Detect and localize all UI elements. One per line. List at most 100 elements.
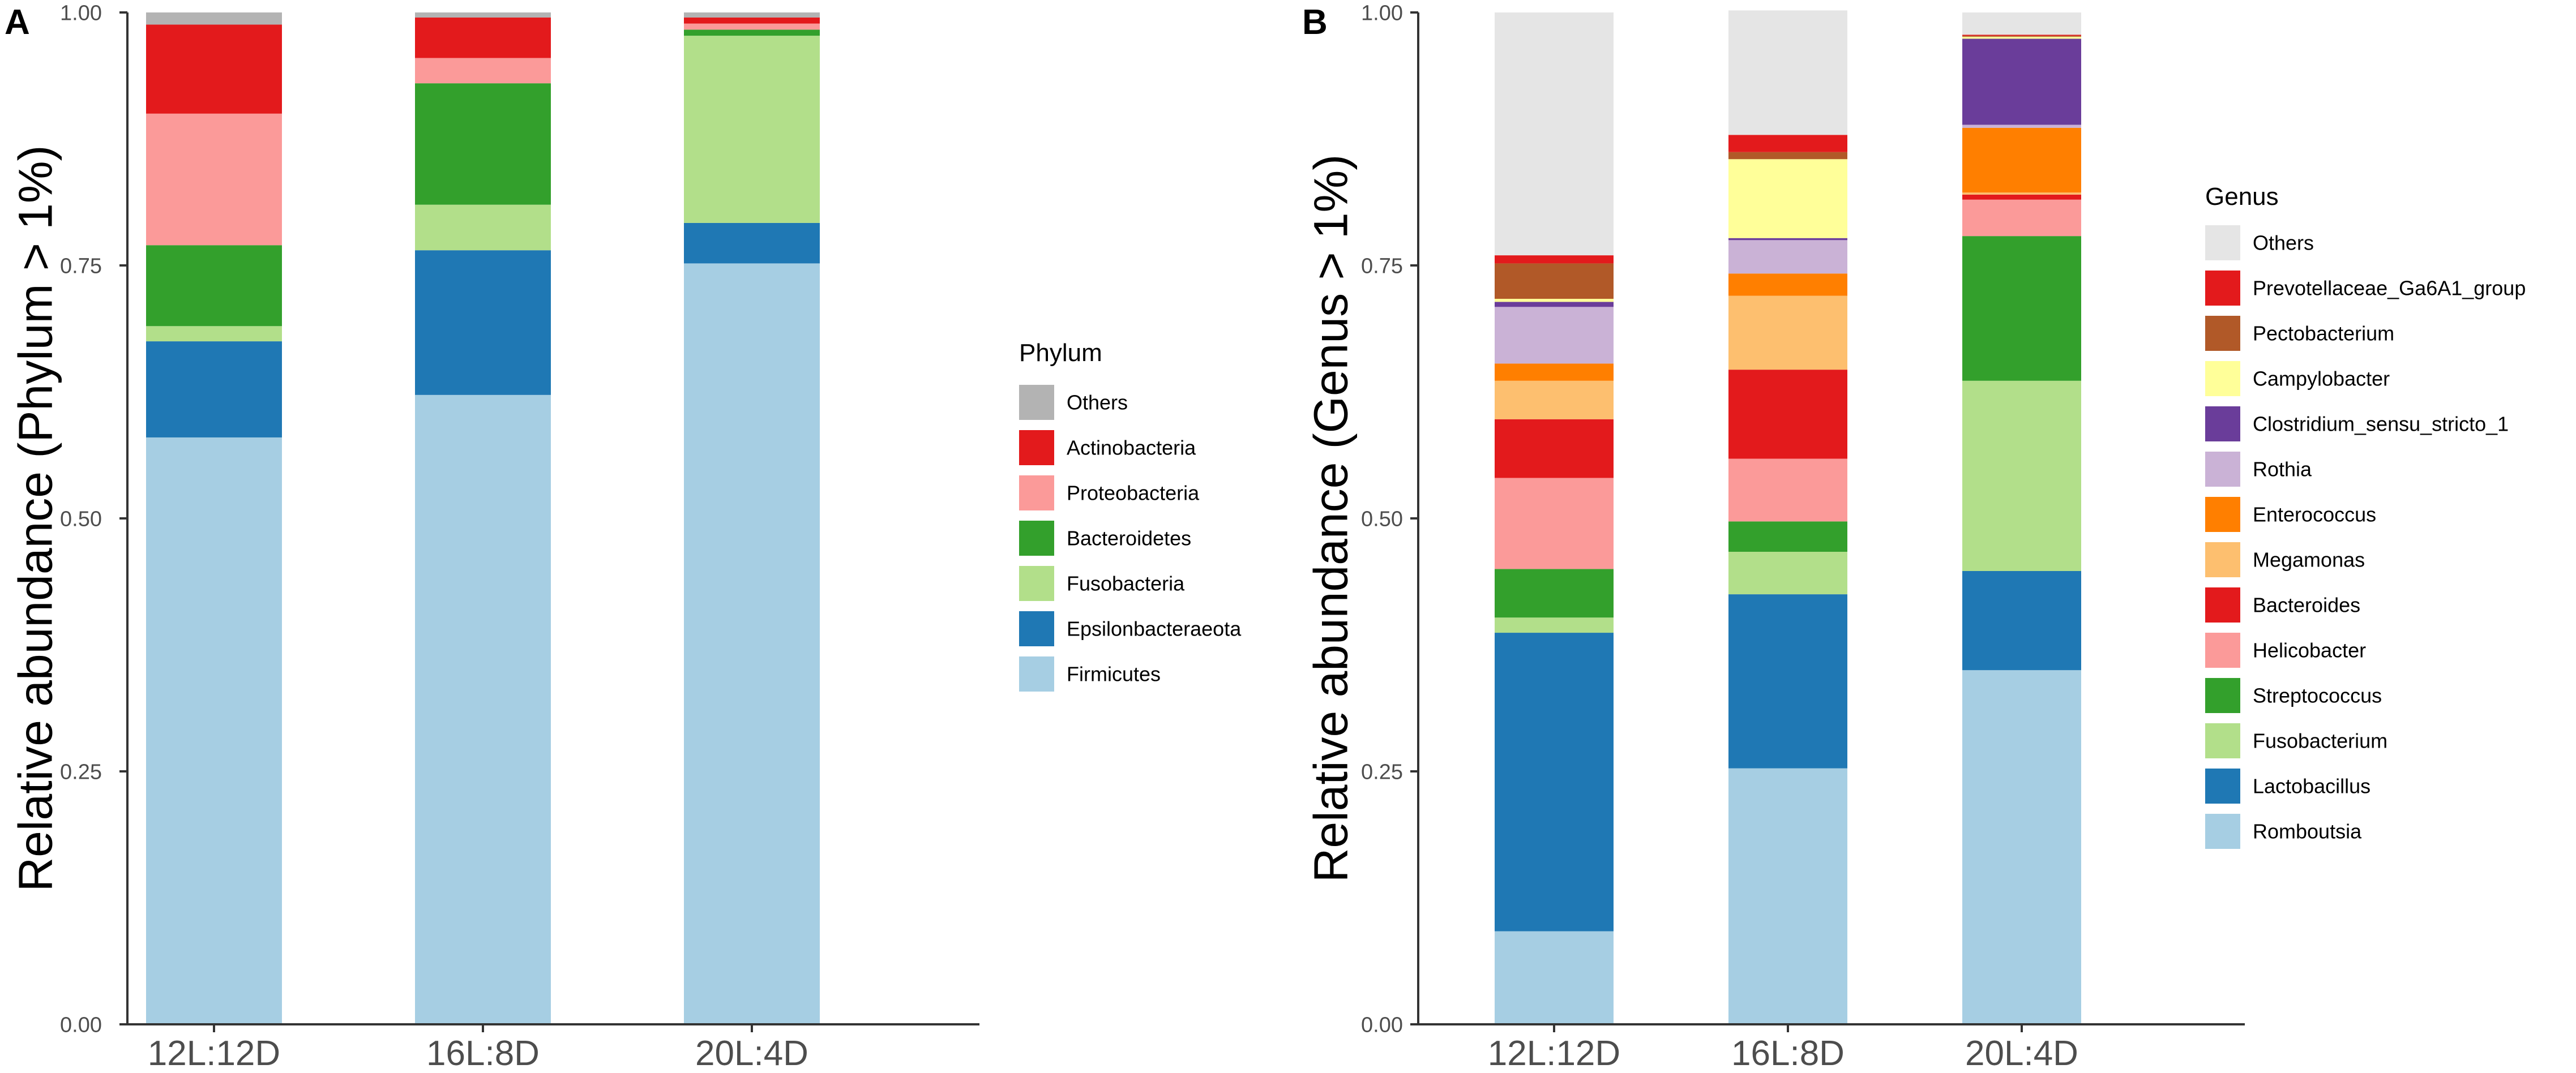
bar-segment-rothia [1728,240,1847,274]
legend-label: Enterococcus [2253,503,2376,526]
x-tick-label: 12L:12D [1488,1034,1620,1073]
bar-segment-bacteroidetes [415,83,551,205]
bar-segment-fusobacterium [1728,552,1847,595]
bar-segment-epsilonbacteraeota [146,341,282,437]
bar-segment-bacteroides [1728,370,1847,459]
legend-title: Phylum [1019,339,1102,367]
panel-a: A Relative abundance (Phylum > 1%) 0.00 0.2… [5,1,1242,1073]
legend-label: Prevotellaceae_Ga6A1_group [2253,277,2526,300]
legend-label: Bacteroidetes [1067,527,1191,550]
bar-segment-fusobacteria [684,36,820,223]
legend-swatch [1019,475,1054,510]
legend-swatch [2205,361,2240,396]
legend-swatch [1019,611,1054,646]
legend-label: Streptococcus [2253,684,2382,707]
bar-segment-clostridium-sensu-stricto-1 [1728,238,1847,241]
y-axis-title: Relative abundance (Phylum > 1%) [8,145,62,891]
legend-label: Rothia [2253,458,2312,481]
bar-segment-streptococcus [1728,521,1847,552]
bar-segment-prevotellaceae-ga6a1-group [1728,135,1847,152]
bar-segment-megamonas [1728,295,1847,370]
bar-segment-campylobacter [1495,299,1614,302]
bar-segment-clostridium-sensu-stricto-1 [1495,302,1614,307]
y-tick-label: 1.00 [1361,1,1403,25]
bar-segment-streptococcus [1495,569,1614,618]
bar-segment-lactobacillus [1728,594,1847,769]
legend-swatch [2205,814,2240,849]
panel-label: A [5,3,30,42]
legend-label: Campylobacter [2253,367,2390,390]
bar-segment-prevotellaceae-ga6a1-group [1495,255,1614,264]
legend-swatch [2205,769,2240,804]
bar-segment-bacteroidetes [146,245,282,327]
bar-segment-bacteroides [1495,419,1614,478]
bar-segment-others [1962,12,2081,35]
bar-segment-others [1495,12,1614,256]
bar-segment-pectobacterium [1962,36,2081,37]
bar-segment-fusobacteria [146,326,282,342]
legend-label: Fusobacteria [1067,572,1185,595]
bar-segment-firmicutes [146,437,282,1025]
bar-segment-bacteroidetes [684,29,820,36]
y-tick-label: 1.00 [60,1,102,25]
legend-label: Others [2253,231,2314,255]
legend-swatch [2205,587,2240,623]
legend-swatch [2205,225,2240,260]
legend-swatch [2205,633,2240,668]
x-tick-label: 16L:8D [1731,1034,1845,1073]
bar-segment-romboutsia [1728,768,1847,1024]
bar-segment-proteobacteria [415,58,551,84]
bar-segment-fusobacterium [1962,380,2081,571]
legend-label: Helicobacter [2253,639,2366,662]
bar-segment-proteobacteria [146,113,282,246]
bar-segment-romboutsia [1495,931,1614,1024]
legend-swatch [2205,497,2240,532]
legend-title: Genus [2205,183,2279,211]
bar-segment-actinobacteria [146,24,282,114]
legend-swatch [2205,678,2240,713]
y-tick-label: 0.00 [60,1013,102,1037]
y-tick-label: 0.50 [60,507,102,531]
y-tick-label: 0.00 [1361,1013,1403,1037]
legend-label: Lactobacillus [2253,775,2370,798]
legend-label: Epsilonbacteraeota [1067,617,1242,641]
y-tick-label: 0.25 [60,760,102,784]
bar-segment-rothia [1962,125,2081,128]
bar-segment-rothia [1495,307,1614,364]
y-tick-label: 0.25 [1361,760,1403,784]
bar-segment-enterococcus [1962,127,2081,193]
bar-segment-epsilonbacteraeota [684,222,820,264]
bar-segment-firmicutes [684,263,820,1024]
bar-segment-pectobacterium [1728,152,1847,160]
bar-segment-campylobacter [1962,36,2081,39]
legend-label: Actinobacteria [1067,436,1196,460]
bar-segment-epsilonbacteraeota [415,250,551,395]
bar-segment-lactobacillus [1962,570,2081,671]
bar-segment-firmicutes [415,394,551,1024]
bar-segment-streptococcus [1962,236,2081,381]
bar-segment-helicobacter [1495,478,1614,569]
legend-label: Firmicutes [1067,663,1161,686]
bar-segment-actinobacteria [684,17,820,24]
y-tick-label: 0.75 [60,254,102,278]
x-tick-label: 16L:8D [426,1034,540,1073]
bar-segment-proteobacteria [684,23,820,30]
bar-segment-enterococcus [1728,273,1847,296]
bar-segment-romboutsia [1962,670,2081,1024]
x-tick-label: 20L:4D [695,1034,808,1073]
bar-segment-fusobacteria [415,204,551,251]
x-tick-label: 12L:12D [148,1034,280,1073]
bar-segment-enterococcus [1495,363,1614,381]
legend-label: Fusobacterium [2253,729,2387,753]
legend-swatch [1019,430,1054,465]
x-tick-label: 20L:4D [1965,1034,2078,1073]
bar-segment-others [1728,10,1847,135]
bar-segment-others [146,12,282,25]
bar-segment-megamonas [1495,380,1614,419]
bar-segment-pectobacterium [1495,263,1614,299]
bar-segment-others [684,12,820,18]
legend-swatch [2205,723,2240,758]
y-tick-label: 0.75 [1361,254,1403,278]
bar-segment-clostridium-sensu-stricto-1 [1962,38,2081,125]
legend-label: Others [1067,391,1128,414]
